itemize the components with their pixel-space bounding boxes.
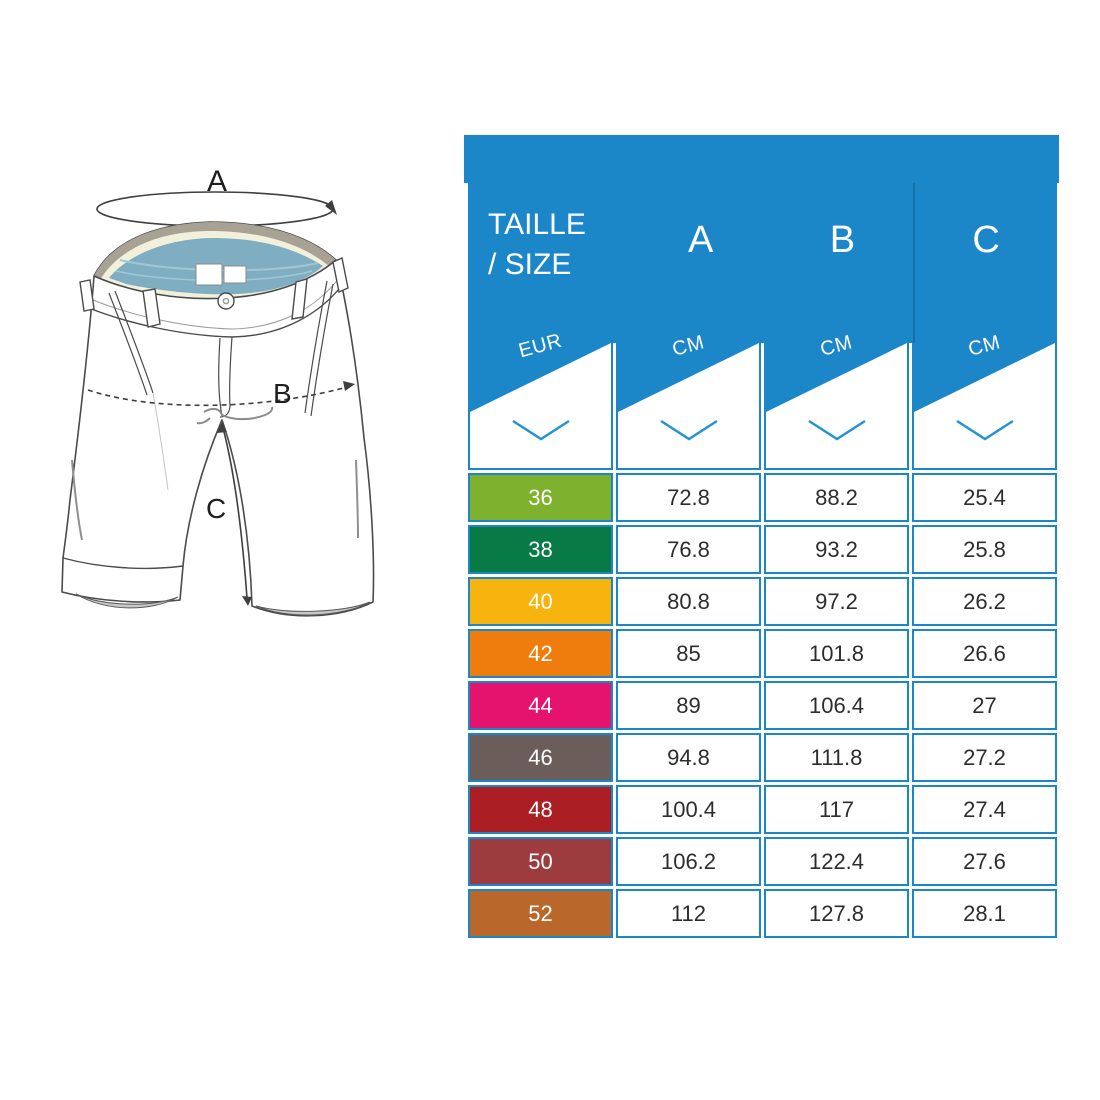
arrowhead-icon: [325, 200, 337, 215]
value-cell-b: 122.4: [764, 837, 909, 886]
value-cell-a: 100.4: [616, 785, 761, 834]
table-row: 42 85 101.8 26.6: [468, 629, 1057, 678]
size-chart-table: TAILLE / SIZE A B C EUR CM: [464, 135, 1059, 938]
header-column-a: A: [687, 219, 714, 261]
header-column-c: C: [913, 183, 1057, 343]
value-cell-c: 26.6: [912, 629, 1057, 678]
size-cell: 42: [468, 629, 613, 678]
value-cell-b: 117: [764, 785, 909, 834]
size-cell: 52: [468, 889, 613, 938]
drawstring: [196, 406, 274, 425]
chevron-down-icon[interactable]: [657, 417, 721, 443]
chevron-down-icon[interactable]: [805, 417, 869, 443]
measure-label-b: B: [273, 378, 292, 409]
unit-selector-b[interactable]: CM: [764, 331, 909, 470]
size-cell: 44: [468, 681, 613, 730]
table-row: 38 76.8 93.2 25.8: [468, 525, 1057, 574]
table-row: 50 106.2 122.4 27.6: [468, 837, 1057, 886]
value-cell-c: 27.4: [912, 785, 1057, 834]
size-cell: 36: [468, 473, 613, 522]
chevron-down-icon[interactable]: [509, 417, 573, 443]
table-row: 36 72.8 88.2 25.4: [468, 473, 1057, 522]
value-cell-b: 111.8: [764, 733, 909, 782]
value-cell-a: 112: [616, 889, 761, 938]
care-label-tag: [195, 263, 223, 286]
value-cell-c: 28.1: [912, 889, 1057, 938]
shorts-outline: [61, 259, 375, 617]
value-cell-a: 76.8: [616, 525, 761, 574]
value-cell-c: 26.2: [912, 577, 1057, 626]
size-cell: 48: [468, 785, 613, 834]
waist-interior: [93, 221, 337, 301]
table-row: 44 89 106.4 27: [468, 681, 1057, 730]
unit-selector-row: EUR CM CM CM: [468, 330, 1057, 470]
measure-label-c: C: [206, 493, 226, 524]
leg-hems: [62, 557, 371, 616]
unit-selector-size[interactable]: EUR: [468, 330, 613, 470]
inseam-measure-line: [217, 422, 252, 606]
value-cell-a: 85: [616, 629, 761, 678]
value-cell-c: 27.6: [912, 837, 1057, 886]
table-body: 36 72.8 88.2 25.4 38 76.8 93.2 25.8 40 8…: [468, 473, 1057, 938]
arrowhead-icon: [242, 596, 252, 606]
size-cell: 50: [468, 837, 613, 886]
size-cell: 46: [468, 733, 613, 782]
value-cell-c: 25.4: [912, 473, 1057, 522]
table-row: 48 100.4 117 27.4: [468, 785, 1057, 834]
value-cell-c: 25.8: [912, 525, 1057, 574]
header-size-label-line2: / SIZE: [488, 248, 572, 281]
chevron-down-icon[interactable]: [953, 417, 1017, 443]
header-size-column: TAILLE / SIZE: [468, 183, 630, 343]
table-row: 40 80.8 97.2 26.2: [468, 577, 1057, 626]
hip-measure-line: [87, 381, 355, 407]
size-cell: 38: [468, 525, 613, 574]
header-size-label-line1: TAILLE: [488, 208, 586, 241]
table-row: 52 112 127.8 28.1: [468, 889, 1057, 938]
table-top-band: [464, 135, 1059, 183]
value-cell-a: 94.8: [616, 733, 761, 782]
size-cell: 40: [468, 577, 613, 626]
value-cell-a: 80.8: [616, 577, 761, 626]
value-cell-b: 93.2: [764, 525, 909, 574]
value-cell-b: 97.2: [764, 577, 909, 626]
measure-label-a: A: [207, 165, 227, 198]
shorts-diagram: A: [61, 165, 375, 617]
button-icon: [217, 292, 235, 310]
value-cell-b: 101.8: [764, 629, 909, 678]
value-cell-c: 27: [912, 681, 1057, 730]
table-row: 46 94.8 111.8 27.2: [468, 733, 1057, 782]
header-column-b: B: [829, 219, 856, 261]
value-cell-a: 72.8: [616, 473, 761, 522]
table-header: TAILLE / SIZE A B C: [468, 183, 1057, 343]
care-label-tag: [223, 265, 247, 284]
arrowhead-icon: [217, 422, 227, 433]
unit-selector-c[interactable]: CM: [912, 331, 1057, 470]
value-cell-b: 106.4: [764, 681, 909, 730]
value-cell-b: 127.8: [764, 889, 909, 938]
waistband-details: [71, 257, 359, 541]
value-cell-a: 106.2: [616, 837, 761, 886]
arrowhead-icon: [343, 381, 355, 391]
value-cell-a: 89: [616, 681, 761, 730]
unit-selector-a[interactable]: CM: [616, 331, 761, 470]
value-cell-c: 27.2: [912, 733, 1057, 782]
value-cell-b: 88.2: [764, 473, 909, 522]
